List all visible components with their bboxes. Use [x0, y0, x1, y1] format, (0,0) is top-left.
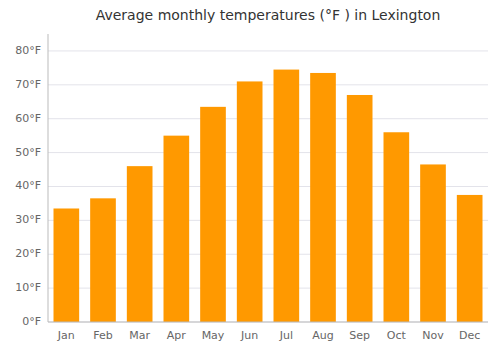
bars — [54, 70, 483, 322]
x-axis-line — [48, 322, 488, 323]
chart-container: 0°F 10°F 20°F 30°F 40°F 50°F 60°F 70°F 80°F Jan Fe… — [0, 0, 500, 350]
grid-line — [48, 118, 488, 119]
chart-title: Average monthly temperatures (°F ) in Le… — [96, 7, 441, 23]
y-axis-ticks: 0°F 10°F 20°F 30°F 40°F 50°F 60°F 70°F 80°F — [15, 44, 41, 328]
bar — [274, 70, 300, 322]
y-tick-label: 20°F — [15, 247, 41, 260]
y-tick-label: 40°F — [15, 179, 41, 192]
grid-line — [48, 322, 488, 323]
bar — [457, 195, 483, 322]
y-tick-label: 10°F — [15, 281, 41, 294]
x-tick-label: Aug — [312, 329, 333, 342]
y-tick-label: 30°F — [15, 213, 41, 226]
x-tick-label: Dec — [459, 329, 480, 342]
x-tick-label: Jan — [57, 329, 75, 342]
y-tick-label: 50°F — [15, 146, 41, 159]
bar — [310, 73, 336, 322]
grid-line — [48, 152, 488, 153]
grid — [48, 51, 488, 322]
x-tick-label: Jun — [240, 329, 258, 342]
bar — [347, 95, 373, 322]
y-tick-label: 80°F — [15, 44, 41, 57]
y-tick-label: 0°F — [22, 315, 41, 328]
grid-line — [48, 50, 488, 51]
x-tick-label: Sep — [349, 329, 370, 342]
bar — [420, 164, 446, 322]
bar — [164, 136, 190, 322]
x-tick-label: Oct — [387, 329, 407, 342]
page: {"chart_data": {"type": "bar", "title": … — [0, 0, 500, 350]
x-tick-label: Mar — [129, 329, 150, 342]
bar — [237, 81, 263, 322]
chart-svg: 0°F 10°F 20°F 30°F 40°F 50°F 60°F 70°F 80°F Jan Fe… — [0, 0, 500, 350]
y-tick-label: 70°F — [15, 78, 41, 91]
bar — [90, 198, 116, 322]
x-tick-label: Apr — [167, 329, 187, 342]
bar — [127, 166, 153, 322]
x-axis-ticks: Jan Feb Mar Apr May Jun Jul Aug Sep Oct Nov Dec — [57, 329, 480, 342]
bar — [54, 208, 80, 322]
x-tick-label: Nov — [422, 329, 444, 342]
bar — [200, 107, 226, 322]
grid-line — [48, 84, 488, 85]
x-tick-label: May — [202, 329, 225, 342]
bar — [384, 132, 410, 322]
x-tick-label: Feb — [93, 329, 112, 342]
x-tick-label: Jul — [279, 329, 293, 342]
y-tick-label: 60°F — [15, 112, 41, 125]
y-axis-line — [48, 34, 49, 322]
